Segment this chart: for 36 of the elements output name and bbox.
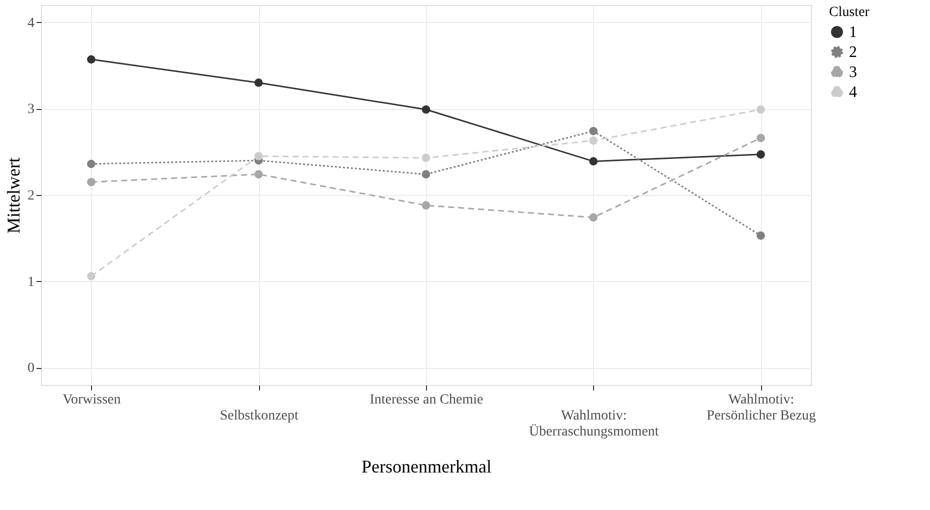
x-tick-label: Wahlmotiv: Persönlicher Bezug	[706, 392, 816, 424]
point	[422, 170, 430, 178]
x-tick-label: Vorwissen	[62, 392, 121, 408]
point	[756, 134, 765, 142]
point	[254, 170, 263, 178]
y-tick-label: 2	[28, 188, 34, 204]
legend-label: 2	[849, 44, 857, 61]
point	[756, 231, 765, 240]
y-tick-label: 3	[28, 102, 34, 118]
point	[87, 272, 96, 280]
point	[422, 105, 430, 114]
legend-label: 4	[849, 84, 857, 101]
x-tick-label: Interesse an Chemie	[370, 392, 484, 408]
point	[254, 152, 263, 160]
legend-label: 3	[849, 64, 857, 81]
point	[756, 150, 765, 159]
legend-title: Cluster	[829, 5, 870, 20]
point	[254, 78, 263, 87]
point	[87, 55, 96, 64]
point	[589, 157, 598, 166]
x-tick-label: Wahlmotiv: Überraschungsmoment	[528, 408, 659, 440]
point	[422, 201, 430, 210]
point	[756, 105, 765, 114]
y-tick-label: 1	[28, 274, 34, 290]
y-axis-title: Mittelwert	[4, 158, 24, 234]
y-tick-label: 0	[28, 361, 34, 376]
point	[87, 178, 96, 186]
point	[589, 126, 598, 136]
point	[87, 160, 96, 168]
y-tick-label: 4	[28, 16, 34, 31]
point	[422, 154, 430, 162]
point	[589, 213, 598, 222]
legend-label: 1	[849, 24, 857, 41]
point	[589, 136, 598, 145]
x-axis-title: Personenmerkmal	[362, 456, 492, 476]
x-tick-label: Selbstkonzept	[220, 408, 298, 424]
